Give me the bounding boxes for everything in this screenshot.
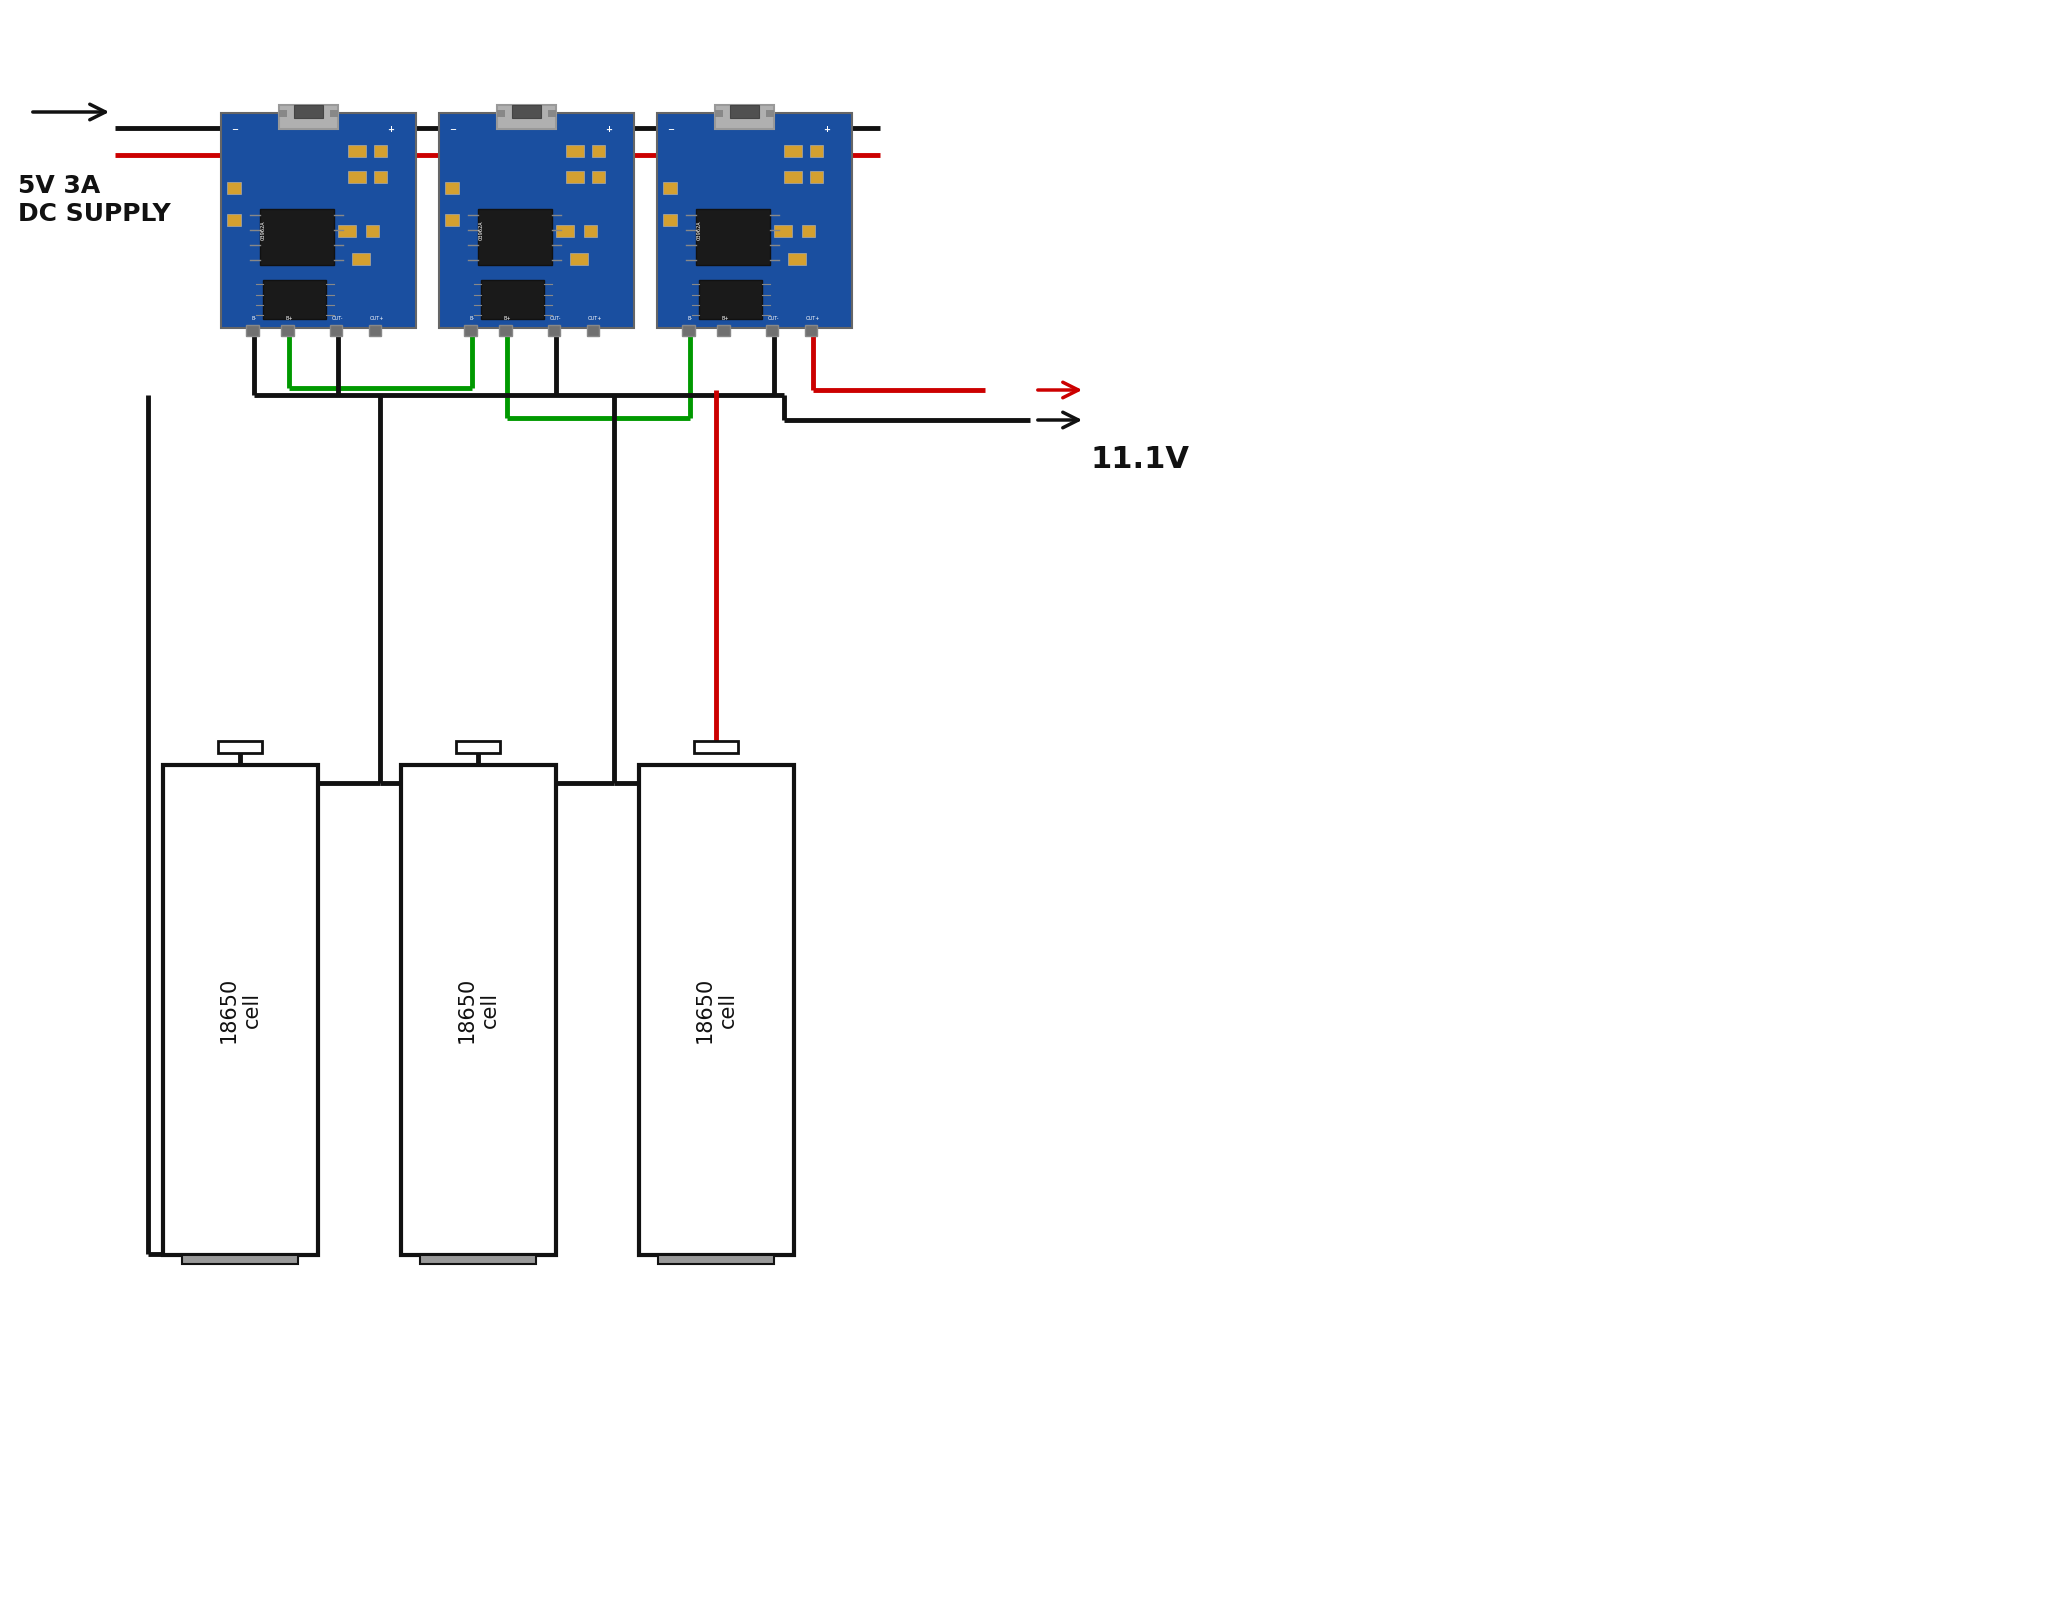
Bar: [373, 146, 387, 157]
Bar: [367, 226, 379, 237]
Bar: [439, 112, 634, 328]
Text: B+: B+: [721, 316, 729, 321]
Bar: [477, 209, 551, 265]
Text: 5V 3A
DC SUPPLY: 5V 3A DC SUPPLY: [19, 174, 170, 226]
Bar: [464, 325, 477, 336]
Text: 11.1V: 11.1V: [1090, 445, 1189, 474]
Text: −: −: [230, 125, 238, 135]
Bar: [657, 112, 852, 328]
Bar: [228, 182, 240, 193]
Bar: [557, 226, 574, 237]
Bar: [659, 1255, 775, 1264]
Text: OUT+: OUT+: [806, 316, 821, 321]
Bar: [220, 112, 416, 328]
Bar: [338, 226, 356, 237]
Bar: [421, 1255, 537, 1264]
Bar: [717, 325, 729, 336]
Bar: [456, 740, 499, 753]
Bar: [280, 110, 286, 117]
Text: +: +: [387, 125, 394, 135]
Text: B-: B-: [688, 316, 692, 321]
Bar: [715, 110, 723, 117]
Bar: [348, 170, 367, 183]
Bar: [512, 105, 541, 118]
Bar: [369, 325, 381, 336]
Text: O3962A: O3962A: [479, 221, 485, 240]
Bar: [696, 209, 769, 265]
Bar: [775, 226, 792, 237]
Bar: [280, 105, 338, 130]
Bar: [663, 182, 678, 193]
Bar: [445, 214, 460, 226]
Bar: [182, 1255, 298, 1264]
Bar: [218, 740, 261, 753]
Bar: [162, 764, 317, 1255]
Bar: [352, 253, 369, 265]
Bar: [783, 146, 802, 157]
Bar: [593, 170, 605, 183]
Bar: [247, 325, 259, 336]
Bar: [547, 110, 555, 117]
Text: B+: B+: [286, 316, 292, 321]
Bar: [566, 170, 584, 183]
Bar: [682, 325, 694, 336]
Bar: [810, 146, 823, 157]
Bar: [263, 281, 325, 318]
Text: OUT-: OUT-: [769, 316, 779, 321]
Bar: [259, 209, 334, 265]
Bar: [810, 170, 823, 183]
Text: OUT+: OUT+: [369, 316, 383, 321]
Text: B-: B-: [251, 316, 257, 321]
Bar: [584, 226, 597, 237]
Bar: [481, 281, 543, 318]
Bar: [700, 281, 762, 318]
Text: −: −: [450, 125, 456, 135]
Text: 18650
cell: 18650 cell: [218, 977, 261, 1044]
Bar: [593, 146, 605, 157]
Bar: [729, 105, 758, 118]
Bar: [767, 110, 773, 117]
Bar: [400, 764, 555, 1255]
Bar: [445, 182, 460, 193]
Text: +: +: [605, 125, 611, 135]
Text: 18650
cell: 18650 cell: [694, 977, 738, 1044]
Bar: [586, 325, 599, 336]
Text: B-: B-: [468, 316, 474, 321]
Text: OUT-: OUT-: [549, 316, 562, 321]
Bar: [663, 214, 678, 226]
Bar: [228, 214, 240, 226]
Text: O3962A: O3962A: [696, 221, 702, 240]
Text: B+: B+: [503, 316, 510, 321]
Bar: [547, 325, 559, 336]
Text: −: −: [667, 125, 673, 135]
Bar: [282, 325, 294, 336]
Bar: [329, 325, 342, 336]
Bar: [802, 226, 816, 237]
Text: OUT-: OUT-: [332, 316, 344, 321]
Bar: [373, 170, 387, 183]
Bar: [497, 105, 555, 130]
Text: +: +: [823, 125, 829, 135]
Bar: [783, 170, 802, 183]
Bar: [499, 325, 512, 336]
Bar: [570, 253, 588, 265]
Bar: [294, 105, 323, 118]
Bar: [787, 253, 806, 265]
Bar: [804, 325, 816, 336]
Bar: [638, 764, 794, 1255]
Bar: [715, 105, 773, 130]
Bar: [566, 146, 584, 157]
Bar: [694, 740, 738, 753]
Bar: [329, 110, 338, 117]
Bar: [348, 146, 367, 157]
Bar: [767, 325, 779, 336]
Text: O3962A: O3962A: [261, 221, 265, 240]
Text: 18650
cell: 18650 cell: [456, 977, 499, 1044]
Text: OUT+: OUT+: [586, 316, 601, 321]
Bar: [497, 110, 506, 117]
